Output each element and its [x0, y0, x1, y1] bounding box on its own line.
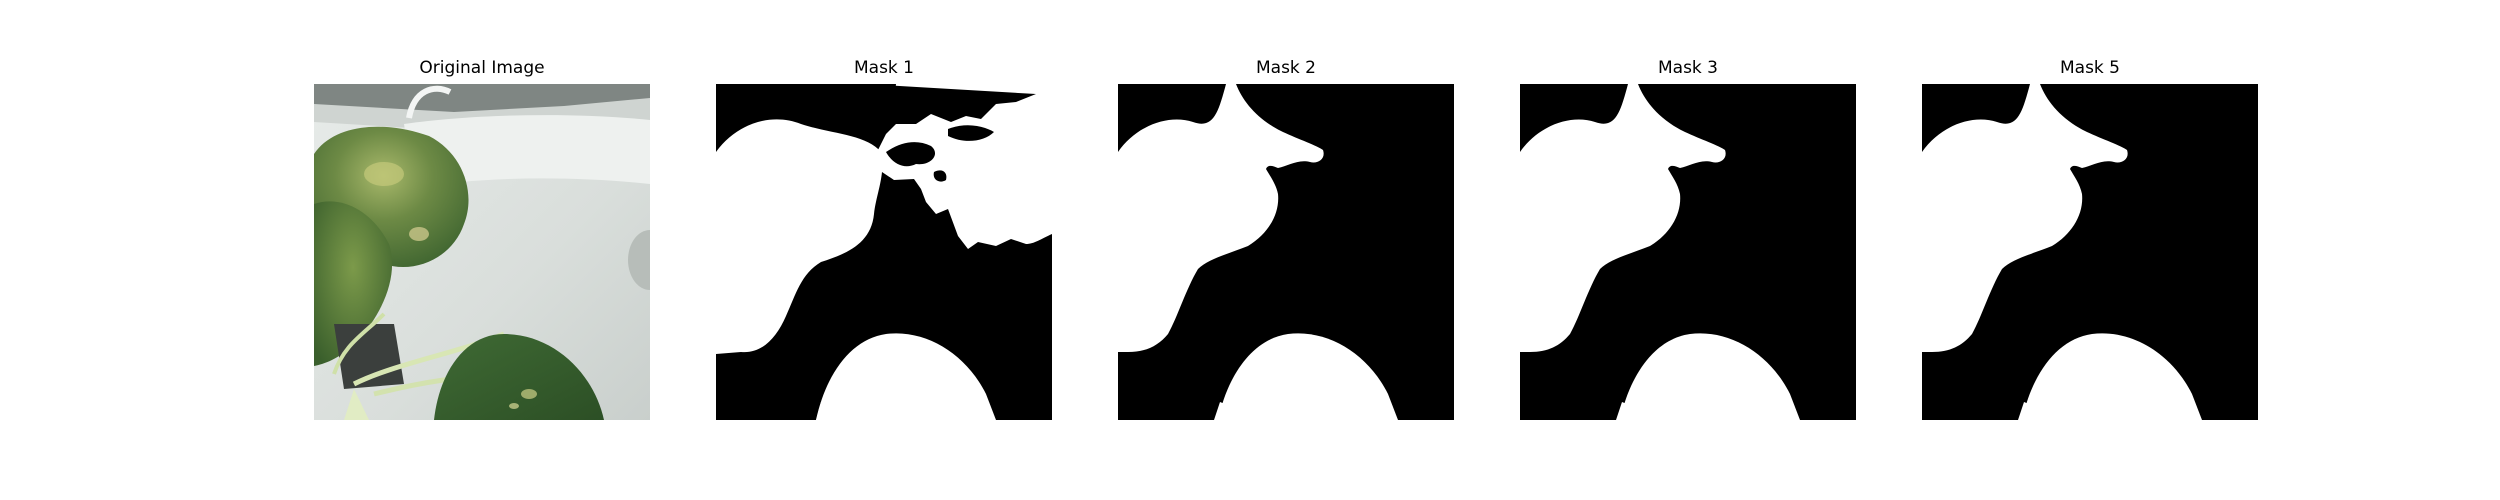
panel-title: Mask 5 [2059, 58, 2120, 78]
original-image [314, 84, 650, 420]
mask-1-graphic [716, 84, 1052, 420]
panel-title: Mask 3 [1657, 58, 1718, 78]
panel-title: Mask 2 [1255, 58, 1316, 78]
panel-title: Original Image [419, 58, 545, 78]
mask-2-image [1118, 84, 1454, 420]
mask-5-graphic [1922, 84, 2258, 420]
original-image-graphic [314, 84, 650, 420]
mask-3-graphic [1520, 84, 1856, 420]
mask-1-image [716, 84, 1052, 420]
panel-title: Mask 1 [853, 58, 914, 78]
mask-5-image [1922, 84, 2258, 420]
mask-3-image [1520, 84, 1856, 420]
mask-2-graphic [1118, 84, 1454, 420]
